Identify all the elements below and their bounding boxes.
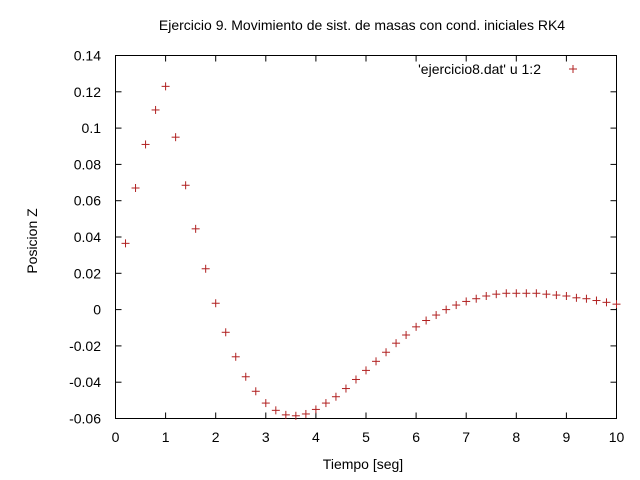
data-point xyxy=(351,375,360,384)
data-point xyxy=(362,366,370,375)
y-tick-label: 0.08 xyxy=(74,156,101,172)
data-point xyxy=(452,301,461,310)
data-point xyxy=(542,290,551,299)
y-tick-label: 0.06 xyxy=(74,193,101,209)
data-point xyxy=(402,331,411,340)
data-point xyxy=(492,290,501,299)
x-tick-label: 0 xyxy=(112,429,120,445)
data-point xyxy=(271,406,280,415)
data-point xyxy=(572,293,581,302)
data-point xyxy=(432,311,441,320)
data-point xyxy=(251,387,260,396)
data-point xyxy=(502,289,511,298)
data-point xyxy=(231,352,240,361)
x-tick-label: 9 xyxy=(563,429,571,445)
data-point xyxy=(412,322,421,331)
data-point xyxy=(121,239,130,248)
data-point xyxy=(261,399,270,408)
y-tick-label: -0.06 xyxy=(69,411,101,427)
data-point xyxy=(602,298,611,307)
y-tick-label: -0.02 xyxy=(69,338,101,354)
data-point xyxy=(482,291,491,300)
data-points xyxy=(121,82,621,420)
legend-marker-plus xyxy=(569,65,577,73)
x-axis: 0 1 2 3 4 5 6 7 8 9 10 xyxy=(112,55,625,445)
y-tick-label: 0.14 xyxy=(74,48,101,64)
x-tick-label: 7 xyxy=(462,429,470,445)
data-point xyxy=(221,328,230,337)
data-point xyxy=(331,392,340,401)
data-point xyxy=(442,305,451,314)
data-point xyxy=(512,289,521,298)
chart-title: Ejercicio 9. Movimiento de sist. de masa… xyxy=(159,17,565,33)
data-point xyxy=(201,264,210,273)
x-axis-title: Tiempo [seg] xyxy=(323,456,403,472)
x-tick-label: 8 xyxy=(512,429,520,445)
x-tick-label: 6 xyxy=(412,429,420,445)
data-point xyxy=(341,384,350,393)
data-point xyxy=(131,183,140,192)
data-point xyxy=(472,294,481,303)
data-point xyxy=(211,299,220,308)
data-point xyxy=(141,140,150,149)
data-point xyxy=(181,181,190,190)
data-point xyxy=(311,405,320,414)
y-tick-label: 0.02 xyxy=(74,265,101,281)
x-tick-label: 3 xyxy=(262,429,270,445)
data-point xyxy=(281,410,290,419)
x-tick-label: 4 xyxy=(312,429,320,445)
data-point xyxy=(612,300,621,309)
data-point xyxy=(301,409,310,418)
data-point xyxy=(191,224,200,233)
data-point xyxy=(382,348,391,357)
data-point xyxy=(592,296,601,305)
y-tick-label: 0.04 xyxy=(74,229,101,245)
data-point xyxy=(372,357,381,366)
data-point xyxy=(562,291,571,300)
data-point xyxy=(392,339,401,348)
data-point xyxy=(241,372,250,381)
legend: 'ejercicio8.dat' u 1:2 xyxy=(418,61,577,77)
y-tick-label: 0.1 xyxy=(82,120,102,136)
x-tick-label: 1 xyxy=(162,429,170,445)
y-tick-label: 0 xyxy=(93,302,101,318)
legend-label: 'ejercicio8.dat' u 1:2 xyxy=(418,61,541,77)
data-point xyxy=(552,291,561,300)
y-tick-label: -0.04 xyxy=(69,374,101,390)
x-tick-label: 5 xyxy=(362,429,370,445)
data-point xyxy=(422,316,431,325)
data-point xyxy=(161,82,170,91)
data-point xyxy=(291,411,300,420)
y-tick-label: 0.12 xyxy=(74,84,101,100)
plot-frame xyxy=(115,55,617,419)
x-tick-label: 2 xyxy=(212,429,220,445)
data-point xyxy=(582,294,591,303)
y-axis: -0.06 -0.04 -0.02 0 0.02 0.04 0.06 0.08 0.1 0.12 0… xyxy=(69,48,617,427)
x-tick-label: 10 xyxy=(609,429,625,445)
data-point xyxy=(321,399,330,408)
y-axis-title: Posicion Z xyxy=(24,208,40,274)
data-point xyxy=(171,133,180,142)
legend-marker xyxy=(569,65,577,73)
data-point xyxy=(522,289,531,298)
data-point xyxy=(151,105,160,114)
data-point xyxy=(532,289,541,298)
data-point xyxy=(462,297,471,306)
